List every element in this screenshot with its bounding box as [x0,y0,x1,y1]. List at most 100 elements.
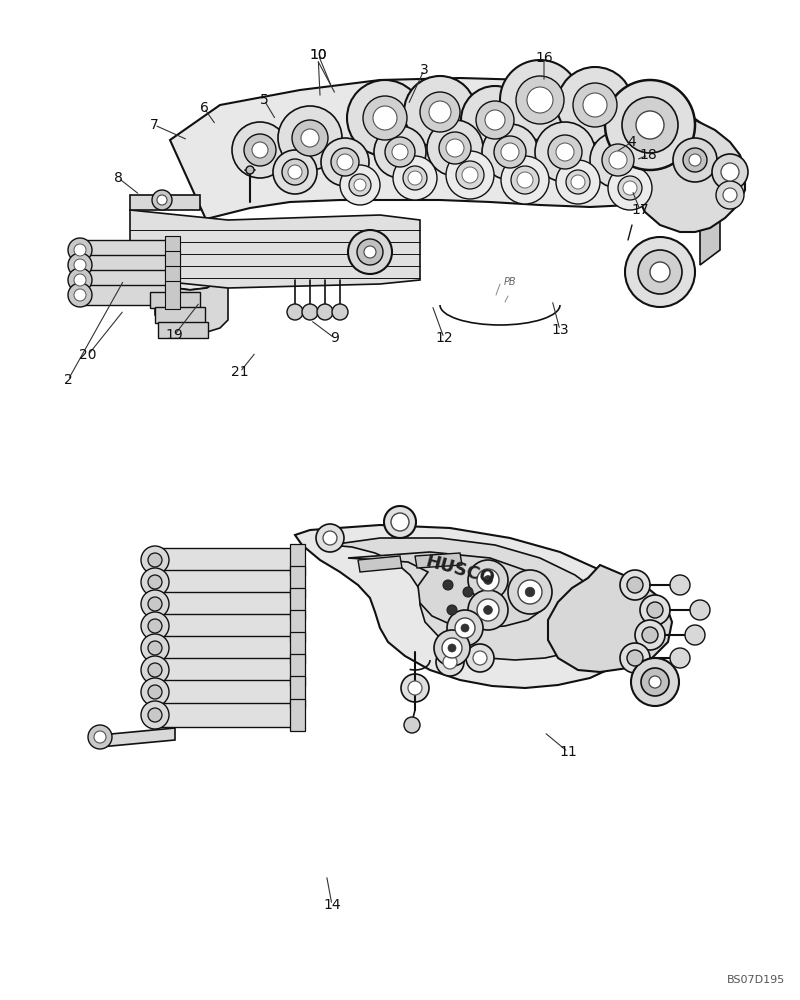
Text: 6: 6 [199,101,209,115]
Circle shape [148,641,162,655]
Circle shape [374,126,426,178]
Polygon shape [165,266,180,294]
Circle shape [347,80,423,156]
Circle shape [689,154,701,166]
Circle shape [609,151,627,169]
Circle shape [74,259,86,271]
Circle shape [282,159,308,185]
Circle shape [620,570,650,600]
Circle shape [683,148,707,172]
Text: 12: 12 [435,331,453,345]
Text: 8: 8 [114,171,123,185]
Circle shape [566,170,590,194]
Circle shape [620,643,650,673]
Polygon shape [638,120,745,232]
Text: BS07D195: BS07D195 [726,975,785,985]
Text: 10: 10 [310,48,327,62]
Circle shape [485,110,505,130]
Circle shape [482,124,538,180]
Circle shape [516,76,564,124]
Circle shape [273,150,317,194]
Text: 21: 21 [231,365,249,379]
Text: 4: 4 [628,135,636,149]
Circle shape [625,237,695,307]
Circle shape [642,627,658,643]
Circle shape [473,651,487,665]
Circle shape [462,167,478,183]
Text: 17: 17 [631,203,649,217]
Polygon shape [348,552,548,628]
Circle shape [501,143,519,161]
Circle shape [590,132,646,188]
Polygon shape [155,636,295,660]
Circle shape [252,142,268,158]
Circle shape [246,166,254,174]
Circle shape [494,136,526,168]
Circle shape [640,595,670,625]
Text: HUSCO: HUSCO [423,552,497,588]
Circle shape [287,304,303,320]
Circle shape [635,620,665,650]
Circle shape [74,244,86,256]
Circle shape [68,268,92,292]
Circle shape [439,132,471,164]
Polygon shape [155,307,205,323]
Polygon shape [290,544,305,576]
Text: 9: 9 [330,331,339,345]
Circle shape [141,546,169,574]
Circle shape [443,655,457,669]
Circle shape [468,560,508,600]
Polygon shape [130,210,420,288]
Circle shape [446,151,494,199]
Circle shape [384,506,416,538]
Circle shape [331,148,359,176]
Polygon shape [130,195,200,210]
Text: 13: 13 [551,323,569,337]
Circle shape [404,717,420,733]
Polygon shape [155,658,295,682]
Circle shape [141,678,169,706]
Polygon shape [80,270,170,290]
Polygon shape [290,588,305,620]
Circle shape [517,172,533,188]
Polygon shape [155,548,295,572]
Circle shape [685,625,705,645]
Text: 2: 2 [64,373,72,387]
Circle shape [244,134,276,166]
Circle shape [436,648,464,676]
Polygon shape [155,614,295,638]
Circle shape [608,166,652,210]
Circle shape [442,638,462,658]
Circle shape [483,576,492,584]
Circle shape [434,630,470,666]
Polygon shape [80,285,170,305]
Polygon shape [415,553,462,568]
Circle shape [556,160,600,204]
Circle shape [148,575,162,589]
Circle shape [288,165,302,179]
Circle shape [527,87,553,113]
Circle shape [340,165,380,205]
Circle shape [408,681,422,695]
Circle shape [583,93,607,117]
Circle shape [670,575,690,595]
Circle shape [650,262,670,282]
Circle shape [649,676,661,688]
Circle shape [647,602,663,618]
Text: 20: 20 [79,348,97,362]
Circle shape [526,587,534,597]
Circle shape [141,612,169,640]
Circle shape [68,253,92,277]
Circle shape [403,166,427,190]
Circle shape [518,580,542,604]
Circle shape [461,624,469,632]
Circle shape [373,106,397,130]
Circle shape [337,154,353,170]
Circle shape [468,590,508,630]
Circle shape [556,143,574,161]
Circle shape [548,135,582,169]
Circle shape [323,531,337,545]
Circle shape [302,304,318,320]
Circle shape [641,668,669,696]
Circle shape [447,610,483,646]
